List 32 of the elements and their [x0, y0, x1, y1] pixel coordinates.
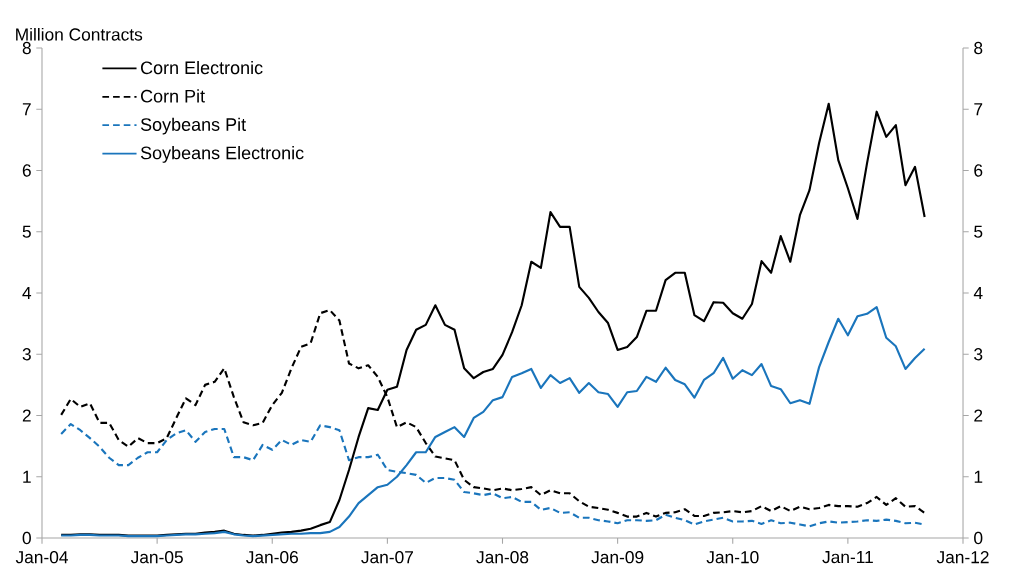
y-tick-label: 8	[22, 41, 31, 55]
legend-label: Soybeans Electronic	[140, 146, 304, 163]
y-tick-label: 2	[22, 409, 31, 422]
y-tick-label: 4	[22, 287, 32, 299]
y2-tick-label: 7	[974, 103, 983, 116]
x-tick-label: Jan-04	[15, 551, 68, 564]
y2-tick-label: 4	[973, 287, 983, 299]
y-tick-label: 1	[23, 470, 31, 483]
x-tick-label: Jan-05	[130, 551, 183, 564]
x-tick-label: Jan-12	[936, 551, 989, 564]
y2-tick-label: 8	[974, 41, 983, 55]
y-tick-label: 5	[22, 225, 31, 238]
y2-tick-label: 3	[974, 348, 983, 361]
y-axis-title: Million Contracts	[16, 27, 143, 41]
x-tick-label: Jan-09	[591, 551, 644, 564]
y2-tick-label: 6	[974, 164, 983, 177]
x-tick-label: Jan-07	[361, 551, 413, 564]
y-tick-label: 0	[22, 531, 31, 545]
legend-label: Corn Electronic	[140, 60, 263, 75]
legend-label: Soybeans Pit	[140, 117, 246, 135]
y-tick-label: 3	[22, 348, 31, 361]
y2-tick-label: 2	[974, 409, 983, 422]
y-tick-label: 6	[22, 164, 31, 177]
x-tick-label: Jan-06	[246, 551, 298, 564]
x-tick-label: Jan-10	[706, 551, 759, 564]
y-tick-label: 7	[22, 103, 31, 116]
y2-tick-label: 1	[974, 470, 983, 483]
x-tick-label: Jan-08	[476, 551, 529, 564]
x-tick-label: Jan-11	[822, 551, 873, 564]
legend-label: Corn Pit	[140, 89, 205, 103]
y2-tick-label: 5	[974, 225, 983, 238]
y2-tick-label: 0	[974, 531, 983, 545]
